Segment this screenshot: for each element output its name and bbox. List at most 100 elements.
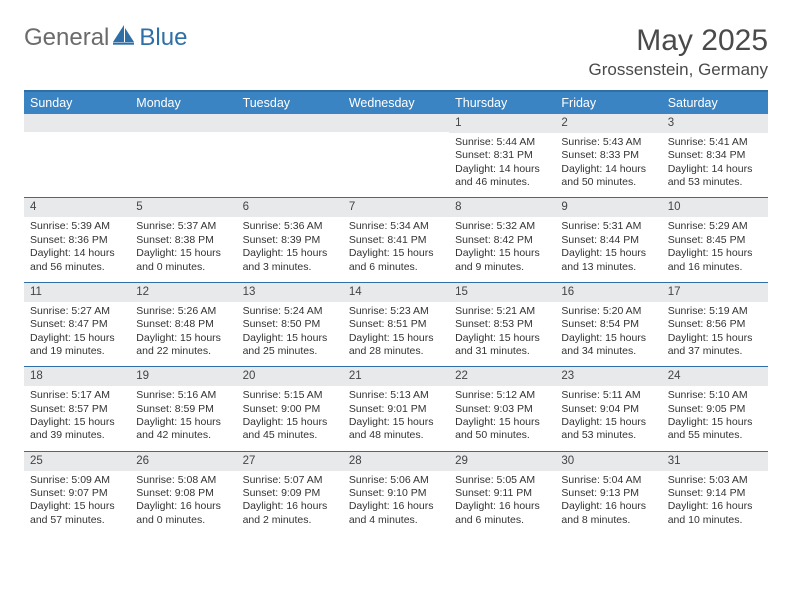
day-details: Sunrise: 5:23 AMSunset: 8:51 PMDaylight:… [343, 302, 449, 367]
calendar-cell: 31Sunrise: 5:03 AMSunset: 9:14 PMDayligh… [662, 451, 768, 535]
day-details: Sunrise: 5:13 AMSunset: 9:01 PMDaylight:… [343, 386, 449, 451]
day-number: 30 [555, 452, 661, 471]
calendar-page: General Blue May 2025 Grossenstein, Germ… [0, 0, 792, 535]
day-number: 31 [662, 452, 768, 471]
calendar-cell: 8Sunrise: 5:32 AMSunset: 8:42 PMDaylight… [449, 198, 555, 282]
day-details: Sunrise: 5:21 AMSunset: 8:53 PMDaylight:… [449, 302, 555, 367]
calendar-cell-empty [24, 114, 130, 198]
day-number: 29 [449, 452, 555, 471]
day-number: 17 [662, 283, 768, 302]
day-details: Sunrise: 5:08 AMSunset: 9:08 PMDaylight:… [130, 471, 236, 536]
day-number: 8 [449, 198, 555, 217]
day-number: 13 [237, 283, 343, 302]
day-number: 22 [449, 367, 555, 386]
calendar-head: SundayMondayTuesdayWednesdayThursdayFrid… [24, 91, 768, 114]
calendar-row: 1Sunrise: 5:44 AMSunset: 8:31 PMDaylight… [24, 114, 768, 198]
calendar-cell: 16Sunrise: 5:20 AMSunset: 8:54 PMDayligh… [555, 282, 661, 366]
calendar-cell: 9Sunrise: 5:31 AMSunset: 8:44 PMDaylight… [555, 198, 661, 282]
calendar-cell: 23Sunrise: 5:11 AMSunset: 9:04 PMDayligh… [555, 367, 661, 451]
calendar-cell: 26Sunrise: 5:08 AMSunset: 9:08 PMDayligh… [130, 451, 236, 535]
day-number: 11 [24, 283, 130, 302]
day-number: 4 [24, 198, 130, 217]
calendar-cell: 7Sunrise: 5:34 AMSunset: 8:41 PMDaylight… [343, 198, 449, 282]
calendar-cell: 6Sunrise: 5:36 AMSunset: 8:39 PMDaylight… [237, 198, 343, 282]
day-details: Sunrise: 5:34 AMSunset: 8:41 PMDaylight:… [343, 217, 449, 282]
day-number: 9 [555, 198, 661, 217]
calendar-cell: 25Sunrise: 5:09 AMSunset: 9:07 PMDayligh… [24, 451, 130, 535]
day-details: Sunrise: 5:36 AMSunset: 8:39 PMDaylight:… [237, 217, 343, 282]
calendar-cell: 29Sunrise: 5:05 AMSunset: 9:11 PMDayligh… [449, 451, 555, 535]
calendar-cell: 2Sunrise: 5:43 AMSunset: 8:33 PMDaylight… [555, 114, 661, 198]
calendar-cell: 28Sunrise: 5:06 AMSunset: 9:10 PMDayligh… [343, 451, 449, 535]
weekday-header: Saturday [662, 91, 768, 114]
day-number: 20 [237, 367, 343, 386]
calendar-cell: 13Sunrise: 5:24 AMSunset: 8:50 PMDayligh… [237, 282, 343, 366]
day-number: 3 [662, 114, 768, 133]
calendar-row: 25Sunrise: 5:09 AMSunset: 9:07 PMDayligh… [24, 451, 768, 535]
calendar-cell-empty [343, 114, 449, 198]
calendar-cell: 4Sunrise: 5:39 AMSunset: 8:36 PMDaylight… [24, 198, 130, 282]
day-details: Sunrise: 5:32 AMSunset: 8:42 PMDaylight:… [449, 217, 555, 282]
day-number: 19 [130, 367, 236, 386]
weekday-header: Tuesday [237, 91, 343, 114]
day-details: Sunrise: 5:27 AMSunset: 8:47 PMDaylight:… [24, 302, 130, 367]
logo-text-2: Blue [139, 24, 187, 52]
calendar-cell: 15Sunrise: 5:21 AMSunset: 8:53 PMDayligh… [449, 282, 555, 366]
calendar-cell: 17Sunrise: 5:19 AMSunset: 8:56 PMDayligh… [662, 282, 768, 366]
day-details: Sunrise: 5:06 AMSunset: 9:10 PMDaylight:… [343, 471, 449, 536]
calendar-table: SundayMondayTuesdayWednesdayThursdayFrid… [24, 90, 768, 535]
day-details: Sunrise: 5:29 AMSunset: 8:45 PMDaylight:… [662, 217, 768, 282]
day-number: 18 [24, 367, 130, 386]
day-details: Sunrise: 5:16 AMSunset: 8:59 PMDaylight:… [130, 386, 236, 451]
logo: General Blue [24, 24, 187, 52]
calendar-cell: 3Sunrise: 5:41 AMSunset: 8:34 PMDaylight… [662, 114, 768, 198]
day-number: 6 [237, 198, 343, 217]
day-number: 2 [555, 114, 661, 133]
day-details: Sunrise: 5:37 AMSunset: 8:38 PMDaylight:… [130, 217, 236, 282]
day-details: Sunrise: 5:10 AMSunset: 9:05 PMDaylight:… [662, 386, 768, 451]
calendar-cell: 12Sunrise: 5:26 AMSunset: 8:48 PMDayligh… [130, 282, 236, 366]
calendar-cell: 19Sunrise: 5:16 AMSunset: 8:59 PMDayligh… [130, 367, 236, 451]
calendar-cell: 14Sunrise: 5:23 AMSunset: 8:51 PMDayligh… [343, 282, 449, 366]
day-number: 5 [130, 198, 236, 217]
day-details: Sunrise: 5:04 AMSunset: 9:13 PMDaylight:… [555, 471, 661, 536]
day-number: 15 [449, 283, 555, 302]
calendar-row: 18Sunrise: 5:17 AMSunset: 8:57 PMDayligh… [24, 367, 768, 451]
day-number: 27 [237, 452, 343, 471]
day-number [343, 114, 449, 132]
weekday-header: Thursday [449, 91, 555, 114]
calendar-cell: 27Sunrise: 5:07 AMSunset: 9:09 PMDayligh… [237, 451, 343, 535]
day-details: Sunrise: 5:24 AMSunset: 8:50 PMDaylight:… [237, 302, 343, 367]
day-number: 25 [24, 452, 130, 471]
calendar-cell: 21Sunrise: 5:13 AMSunset: 9:01 PMDayligh… [343, 367, 449, 451]
day-details: Sunrise: 5:43 AMSunset: 8:33 PMDaylight:… [555, 133, 661, 198]
day-details: Sunrise: 5:03 AMSunset: 9:14 PMDaylight:… [662, 471, 768, 536]
day-details: Sunrise: 5:07 AMSunset: 9:09 PMDaylight:… [237, 471, 343, 536]
day-details: Sunrise: 5:20 AMSunset: 8:54 PMDaylight:… [555, 302, 661, 367]
day-number: 21 [343, 367, 449, 386]
day-details: Sunrise: 5:15 AMSunset: 9:00 PMDaylight:… [237, 386, 343, 451]
location-label: Grossenstein, Germany [588, 60, 768, 80]
calendar-row: 11Sunrise: 5:27 AMSunset: 8:47 PMDayligh… [24, 282, 768, 366]
day-number: 28 [343, 452, 449, 471]
calendar-cell-empty [130, 114, 236, 198]
calendar-cell: 22Sunrise: 5:12 AMSunset: 9:03 PMDayligh… [449, 367, 555, 451]
weekday-header: Sunday [24, 91, 130, 114]
day-details: Sunrise: 5:11 AMSunset: 9:04 PMDaylight:… [555, 386, 661, 451]
month-title: May 2025 [588, 24, 768, 58]
day-details: Sunrise: 5:39 AMSunset: 8:36 PMDaylight:… [24, 217, 130, 282]
day-number: 23 [555, 367, 661, 386]
day-details: Sunrise: 5:17 AMSunset: 8:57 PMDaylight:… [24, 386, 130, 451]
weekday-header: Wednesday [343, 91, 449, 114]
day-details: Sunrise: 5:41 AMSunset: 8:34 PMDaylight:… [662, 133, 768, 198]
day-number: 7 [343, 198, 449, 217]
day-details: Sunrise: 5:12 AMSunset: 9:03 PMDaylight:… [449, 386, 555, 451]
weekday-header: Friday [555, 91, 661, 114]
day-number: 16 [555, 283, 661, 302]
calendar-body: 1Sunrise: 5:44 AMSunset: 8:31 PMDaylight… [24, 114, 768, 535]
day-number [130, 114, 236, 132]
day-number: 24 [662, 367, 768, 386]
day-details: Sunrise: 5:44 AMSunset: 8:31 PMDaylight:… [449, 133, 555, 198]
day-number: 10 [662, 198, 768, 217]
calendar-cell: 10Sunrise: 5:29 AMSunset: 8:45 PMDayligh… [662, 198, 768, 282]
